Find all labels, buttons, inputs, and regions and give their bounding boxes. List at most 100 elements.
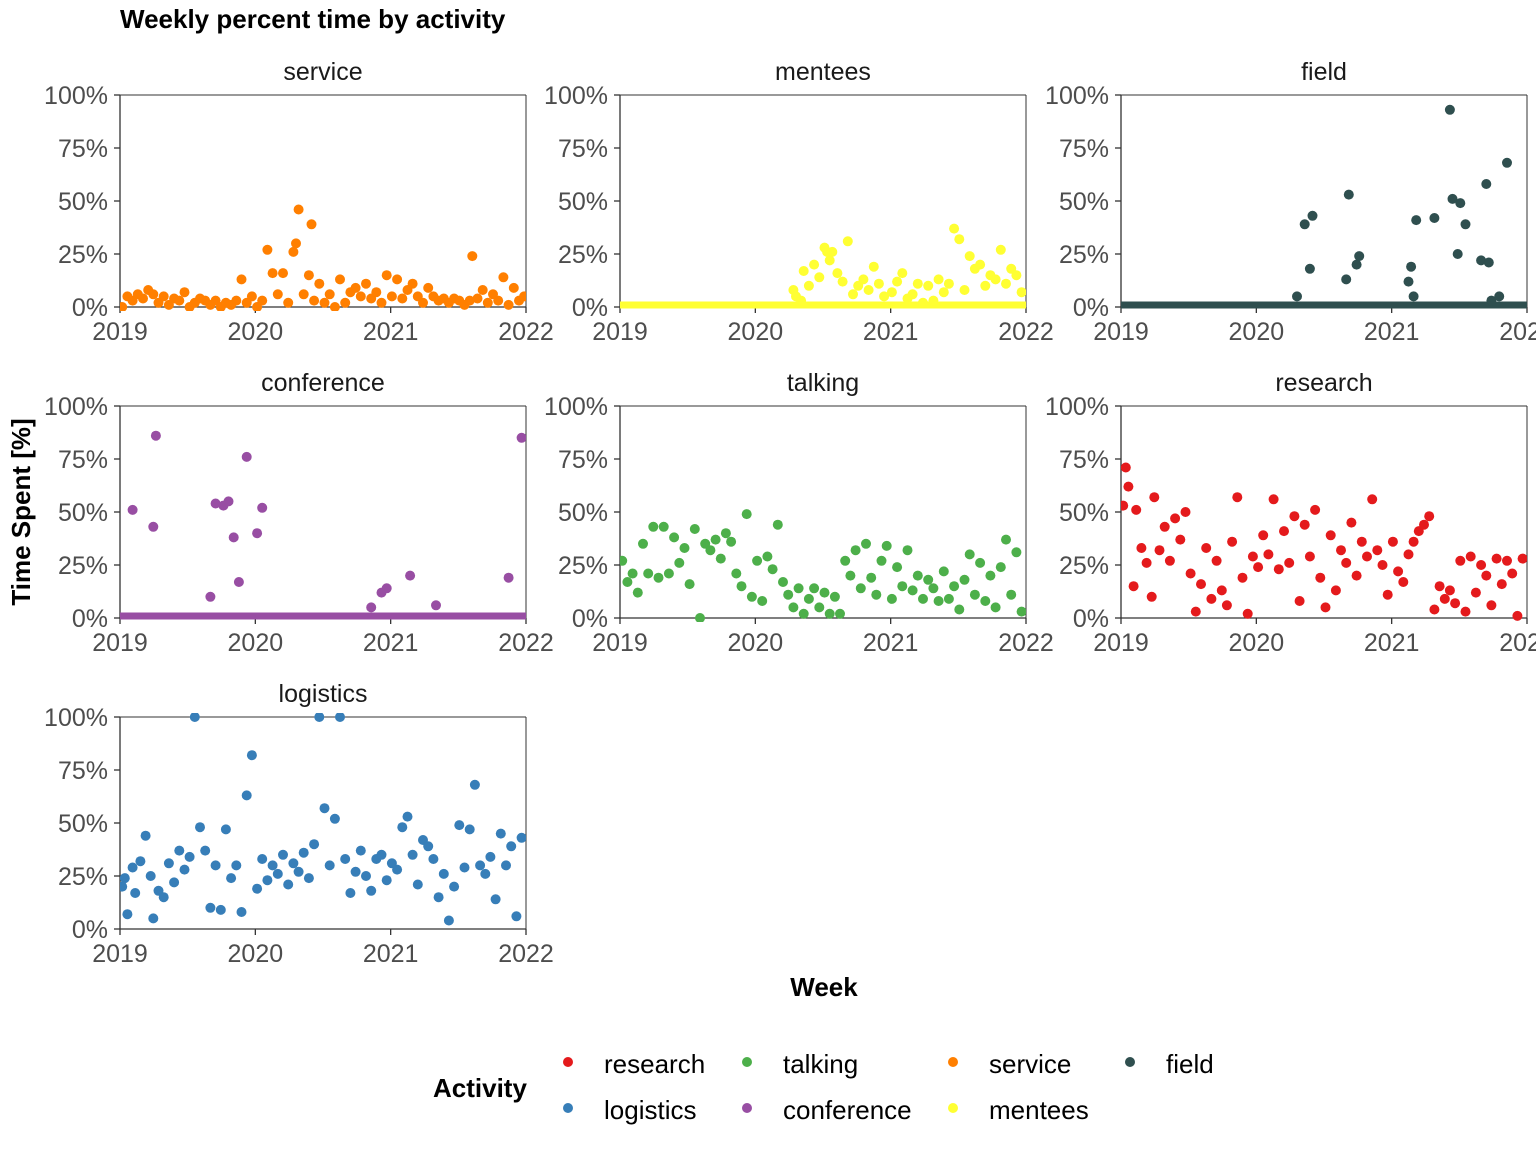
y-tick-label: 0% (1073, 294, 1109, 322)
data-point (179, 287, 190, 298)
data-point (897, 581, 908, 592)
x-tick-label: 2019 (1093, 318, 1149, 346)
panel-conference: conference 0% 25% 50% 75% 100% 2019 2020 2021 202… (44, 369, 554, 657)
y-tick-label: 100% (544, 82, 608, 110)
x-tick-label: 2022 (998, 629, 1054, 657)
data-point (1154, 545, 1165, 556)
data-point (710, 534, 721, 545)
data-point (1001, 278, 1011, 289)
legend-key (563, 1103, 573, 1113)
data-point (262, 875, 273, 886)
data-point (433, 892, 444, 903)
data-point (226, 873, 237, 884)
data-point (493, 295, 504, 306)
legend-item-service: service (948, 1049, 1071, 1079)
data-point (798, 608, 809, 619)
data-point (827, 246, 838, 257)
data-point (163, 858, 174, 869)
data-point (928, 295, 939, 306)
data-point (809, 259, 820, 270)
data-point (485, 851, 496, 862)
data-point (205, 591, 216, 602)
data-point (309, 295, 320, 306)
y-tick-label: 25% (1059, 552, 1109, 580)
data-point (840, 555, 851, 566)
data-point (1304, 551, 1315, 562)
data-point (340, 297, 351, 308)
data-point (508, 282, 519, 293)
data-point (472, 293, 483, 304)
data-point (371, 287, 382, 298)
data-point (995, 244, 1006, 255)
data-point (431, 600, 441, 611)
data-point (1196, 579, 1206, 590)
data-point (1372, 545, 1383, 556)
panel-talking: talking 0% 25% 50% 75% 100% 2019 2020 2021 2022 (544, 369, 1054, 657)
data-point (741, 509, 752, 520)
data-point (990, 602, 1001, 613)
data-point (798, 266, 809, 276)
legend-label: logistics (604, 1095, 696, 1125)
data-point (980, 280, 991, 291)
data-point (241, 451, 252, 462)
data-point (519, 291, 526, 302)
data-point (407, 278, 418, 289)
data-point (381, 270, 392, 281)
panel-label-field: field (1301, 58, 1347, 86)
data-point (138, 293, 148, 304)
y-tick-label: 100% (44, 82, 108, 110)
data-point (381, 875, 392, 886)
data-point (1006, 589, 1017, 600)
panel-research: research 0% 25% 50% 75% 100% 2019 2020 2021 2022 (1045, 369, 1536, 657)
y-tick-label: 25% (58, 863, 108, 891)
data-point (477, 285, 488, 295)
data-point (669, 532, 680, 543)
data-point (778, 577, 788, 587)
x-tick-label: 2019 (92, 318, 148, 346)
data-point (1227, 536, 1238, 547)
data-point (762, 551, 773, 562)
data-point (746, 591, 757, 602)
data-point (620, 555, 628, 566)
x-tick-label: 2021 (863, 629, 919, 657)
data-point (863, 285, 874, 295)
x-axis-title: Week (790, 972, 858, 1002)
data-point (1279, 526, 1289, 537)
data-point (1325, 530, 1336, 541)
data-point (902, 545, 913, 556)
x-tick-label: 2022 (1499, 629, 1536, 657)
data-point (1185, 568, 1196, 579)
data-point (1351, 259, 1362, 270)
data-point (324, 860, 335, 871)
data-point (278, 268, 288, 279)
data-point (283, 297, 294, 308)
data-point (1268, 494, 1279, 505)
data-point (975, 557, 986, 568)
data-point (1356, 536, 1367, 547)
data-point (200, 845, 211, 856)
data-point (1444, 104, 1455, 115)
data-point (459, 862, 470, 873)
legend-item-mentees: mentees (948, 1095, 1089, 1125)
data-point (705, 545, 716, 556)
x-tick-label: 2021 (1364, 629, 1420, 657)
x-tick-label: 2020 (1229, 318, 1285, 346)
data-point (1452, 249, 1463, 259)
y-tick-label: 50% (1059, 188, 1109, 216)
x-tick-label: 2022 (998, 318, 1054, 346)
x-tick-label: 2021 (1364, 318, 1420, 346)
data-point (319, 803, 330, 814)
data-point (803, 593, 814, 604)
data-point (179, 864, 190, 875)
data-point (516, 432, 526, 443)
x-tick-label: 2021 (863, 318, 919, 346)
data-point (796, 295, 807, 306)
data-point (1439, 593, 1450, 604)
data-point (1403, 276, 1414, 287)
data-point (454, 820, 465, 831)
data-point (130, 888, 141, 898)
y-tick-label: 100% (44, 704, 108, 732)
data-point (314, 278, 325, 289)
data-point (933, 596, 944, 606)
legend-item-talking: talking (742, 1049, 858, 1079)
